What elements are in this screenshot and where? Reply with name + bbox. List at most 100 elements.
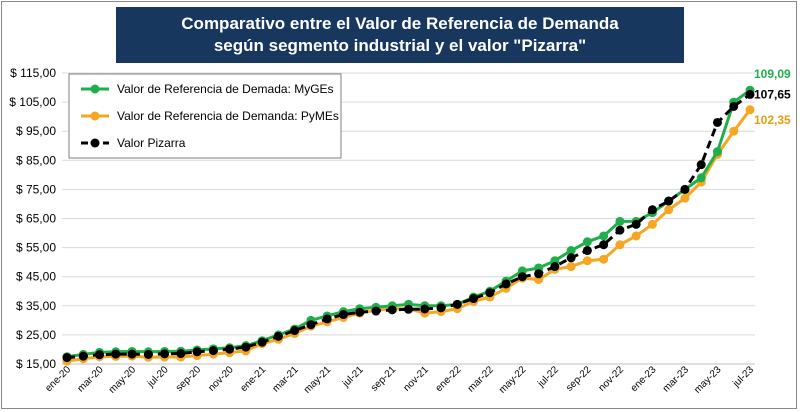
data-point [680,193,690,203]
y-tick-label: $ 115,00 [10,66,56,80]
data-point [550,262,560,272]
data-point [664,196,674,206]
data-point [599,240,609,250]
x-tick-label: jul-22 [535,364,561,390]
data-point [225,344,235,354]
x-tick-label: may-23 [692,364,724,396]
y-axis: $ 15,00 $ 25,00 $ 35,00 $ 45,00 $ 55,00 $ 65,… [9,66,56,371]
legend: Valor de Referencia de Demada: MyGEs Valo… [68,73,342,159]
data-point [160,349,170,359]
data-point [599,254,609,264]
data-point [615,240,625,250]
series-group [62,85,755,366]
chart-title-box: Comparativo entre el Valor de Referencia… [116,7,684,63]
y-tick-label: $ 65,00 [16,212,56,226]
y-tick-label: $ 35,00 [16,299,56,313]
data-point [452,299,462,309]
x-tick-label: nov-20 [206,364,236,394]
x-tick-label: jul-20 [145,364,171,390]
y-tick-label: $ 95,00 [16,124,56,138]
data-point [582,256,592,266]
legend-label: Valor de Referencia de Demanda: PyMEs [117,109,339,123]
data-point [469,294,479,304]
legend-swatch-marker [90,111,100,121]
data-point [712,117,722,127]
chart-title: Comparativo entre el Valor de Referencia… [181,14,619,55]
data-point [241,342,251,352]
data-point [680,184,690,194]
x-tick-label: ene-22 [434,364,464,394]
legend-swatch-marker [90,84,100,94]
legend-box [68,73,342,159]
y-tick-label: $ 25,00 [16,328,56,342]
x-tick-label: jul-21 [340,364,366,390]
data-point [615,225,625,235]
data-point [355,307,365,317]
data-point [127,349,137,359]
data-point [566,262,576,272]
x-tick-label: nov-22 [597,364,627,394]
data-point [696,173,706,183]
data-point [111,349,121,359]
x-tick-label: mar-22 [466,364,496,394]
x-tick-label: ene-23 [629,364,659,394]
data-point [582,237,592,247]
y-tick-label: $ 45,00 [16,270,56,284]
legend-label: Valor Pizarra [117,136,186,150]
legend-swatch-marker [90,138,100,148]
data-point [615,216,625,226]
data-point [517,272,527,282]
data-point [647,219,657,229]
data-point [664,205,674,215]
data-point [582,246,592,256]
x-tick-label: ene-21 [238,364,268,394]
data-point [631,231,641,241]
end-value-label: 102,35 [754,113,791,127]
data-point [599,231,609,241]
x-tick-label: may-21 [302,364,334,396]
y-tick-label: $ 85,00 [16,153,56,167]
end-value-label: 107,65 [754,87,791,101]
data-point [192,347,202,357]
data-point [78,351,88,361]
data-point [95,350,105,360]
x-tick-label: mar-23 [661,364,691,394]
x-tick-label: nov-21 [401,364,431,394]
data-point [566,246,576,256]
data-point [257,337,267,347]
data-point [208,346,218,356]
x-tick-label: may-22 [497,364,529,396]
legend-label: Valor de Referencia de Demada: MyGEs [117,82,334,96]
data-point [273,331,283,341]
data-point [62,353,72,363]
end-labels: 109,09 107,65 102,35 [754,67,791,127]
data-point [306,320,316,330]
data-point [745,89,755,99]
x-tick-label: mar-20 [75,364,105,394]
data-point [631,219,641,229]
data-point [566,253,576,263]
data-point [485,288,495,298]
x-tick-label: may-20 [107,364,139,396]
data-point [338,310,348,320]
x-tick-label: mar-21 [271,364,301,394]
y-tick-label: $ 15,00 [16,357,56,371]
end-value-label: 109,09 [754,67,791,81]
x-tick-label: sep-20 [174,364,204,394]
data-point [696,160,706,170]
y-tick-label: $ 105,00 [9,95,56,109]
x-tick-label: sep-21 [369,364,399,394]
x-axis: ene-20 mar-20 may-20 jul-20 sep-20 nov-20 ene-… [43,364,756,396]
data-point [404,304,413,314]
y-tick-label: $ 75,00 [16,182,56,196]
data-point [534,269,544,279]
data-point [712,147,722,157]
data-point [729,126,739,136]
data-point [647,205,657,215]
data-point [322,314,332,324]
x-tick-label: jul-23 [730,364,756,390]
data-point [176,349,186,359]
data-point [143,349,153,359]
data-point [501,279,511,289]
